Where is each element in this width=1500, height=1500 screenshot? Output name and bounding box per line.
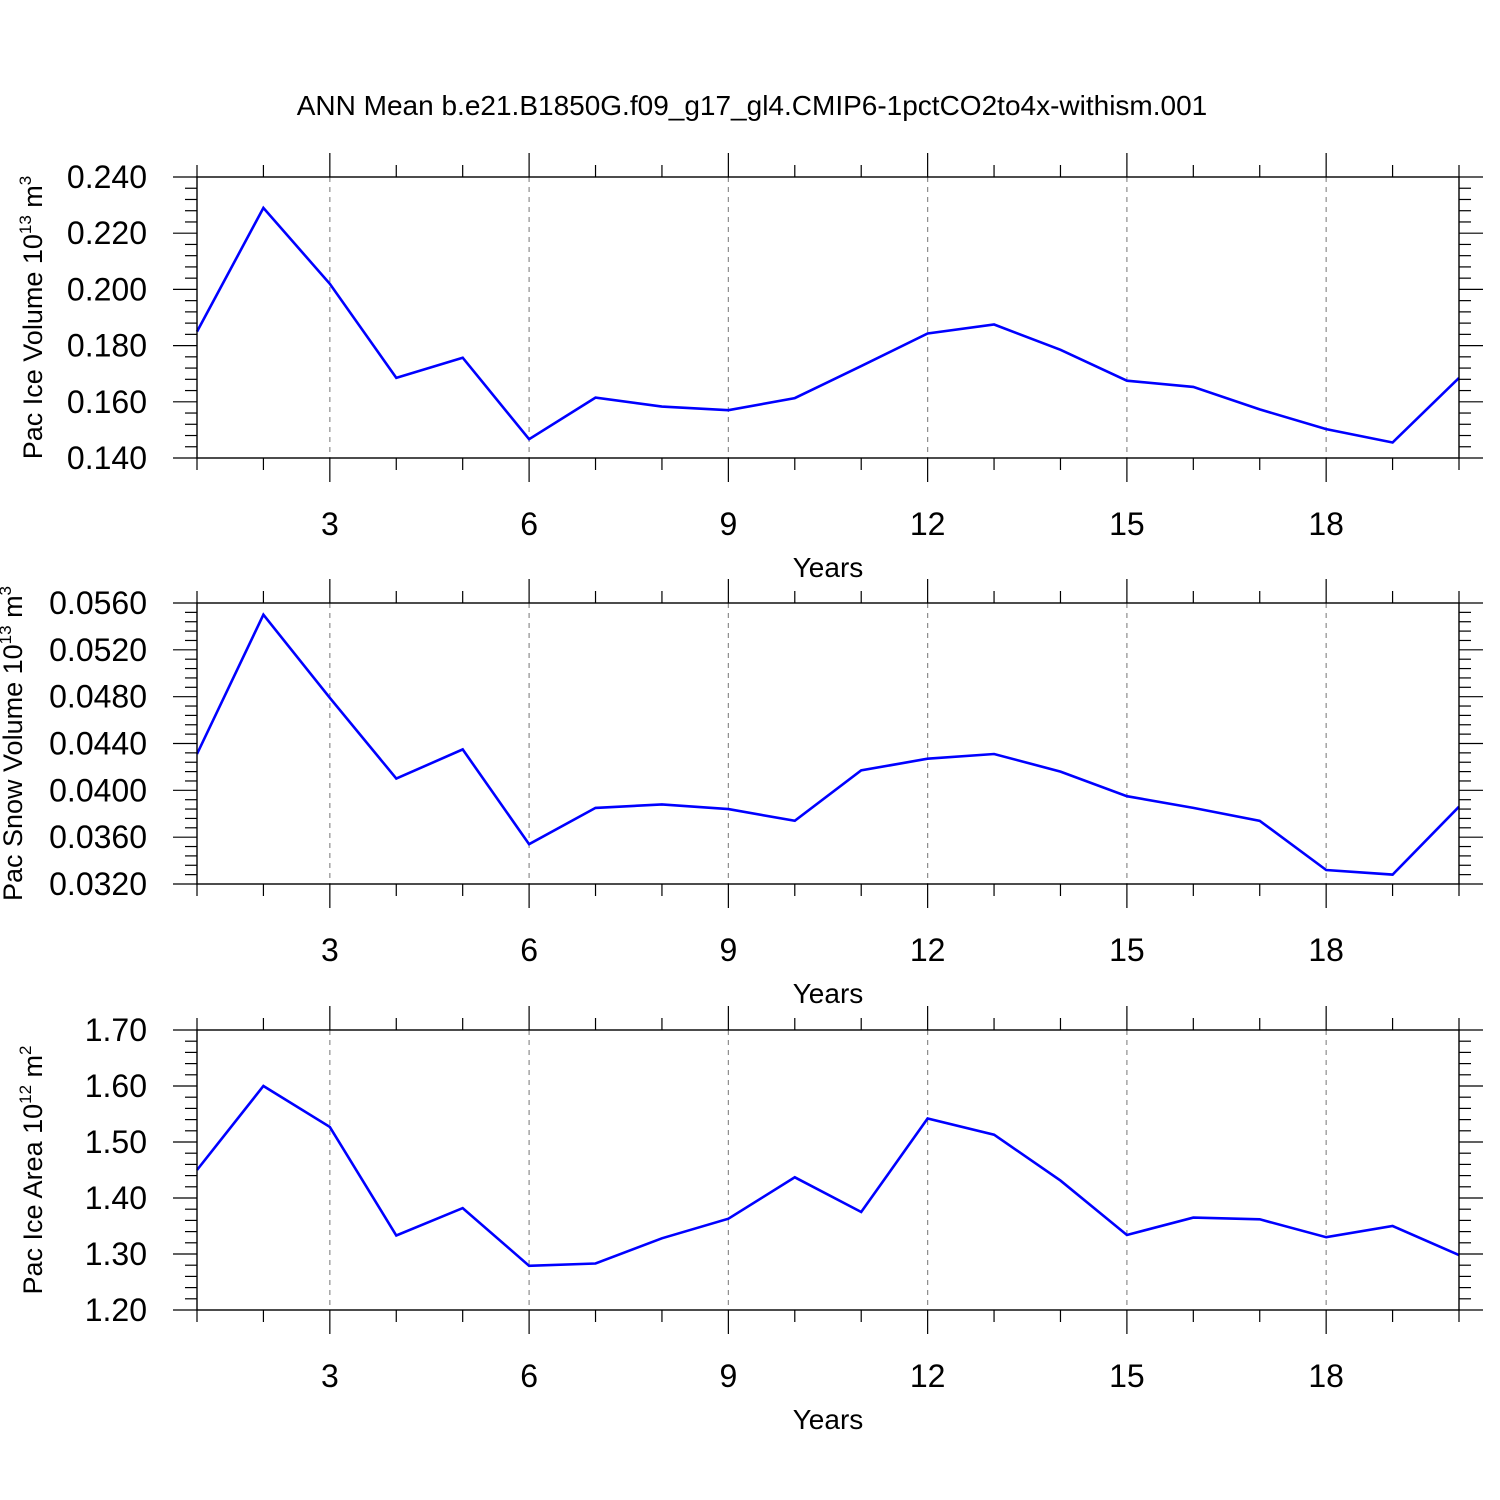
x-tick-label: 9 xyxy=(719,932,737,968)
y-axis-label-part: m xyxy=(0,595,28,625)
y-tick-label: 0.200 xyxy=(67,271,147,307)
y-axis-label-part: 13 xyxy=(0,625,15,644)
x-tick-label: 12 xyxy=(910,1358,946,1394)
y-tick-label: 0.0440 xyxy=(49,726,147,762)
series-line-pac-ice-volume xyxy=(195,205,1460,444)
series-line-pac-ice-area xyxy=(195,1084,1460,1268)
x-tick-label: 3 xyxy=(321,932,339,968)
chart-title: ANN Mean b.e21.B1850G.f09_g17_gl4.CMIP6-… xyxy=(297,90,1208,121)
y-axis-label-part: Pac Ice Volume 10 xyxy=(18,234,48,459)
y-tick-label: 1.20 xyxy=(85,1292,147,1328)
plot-frame xyxy=(196,602,1460,885)
y-tick-label: 0.0480 xyxy=(49,679,147,715)
panel-pac-ice-volume: 3 6 9 12 15 180.1400.1600.1800.2000.2200.240 … xyxy=(16,153,1483,583)
y-tick-label: 0.240 xyxy=(67,159,147,195)
y-tick-label: 1.50 xyxy=(85,1124,147,1160)
x-tick-label: 18 xyxy=(1308,932,1344,968)
x-tick-label: 15 xyxy=(1109,1358,1145,1394)
y-axis-label: Pac Ice Volume 1013 m3 xyxy=(16,176,48,460)
y-axis-label: Pac Snow Volume 1013 m3 xyxy=(0,586,28,901)
y-axis-label-part: Pac Ice Area 10 xyxy=(18,1104,48,1295)
y-tick-label: 0.180 xyxy=(67,328,147,364)
y-tick-label: 0.0320 xyxy=(49,866,147,902)
x-tick-label: 15 xyxy=(1109,932,1145,968)
y-tick-label: 0.0520 xyxy=(49,632,147,668)
x-tick-label: 6 xyxy=(520,1358,538,1394)
x-tick-label: 9 xyxy=(719,506,737,542)
y-tick-label: 0.0360 xyxy=(49,819,147,855)
x-tick-label: 12 xyxy=(910,506,946,542)
x-tick-label: 3 xyxy=(321,1358,339,1394)
plot-frame xyxy=(196,1029,1460,1311)
x-tick-label: 15 xyxy=(1109,506,1145,542)
x-tick-label: 12 xyxy=(910,932,946,968)
y-axis-label-part: 2 xyxy=(16,1045,35,1054)
y-axis-label-part: m xyxy=(18,1055,48,1085)
plot-frame xyxy=(196,176,1460,459)
x-axis-label: Years xyxy=(793,978,864,1009)
y-tick-label: 1.60 xyxy=(85,1068,147,1104)
y-tick-label: 0.0400 xyxy=(49,772,147,808)
x-axis-label: Years xyxy=(793,1404,864,1435)
y-tick-label: 0.220 xyxy=(67,215,147,251)
y-tick-label: 1.70 xyxy=(85,1012,147,1048)
series-line-pac-snow-volume xyxy=(195,612,1460,876)
y-axis-label: Pac Ice Area 1012 m2 xyxy=(16,1045,48,1294)
y-tick-label: 0.0560 xyxy=(49,585,147,621)
x-tick-label: 3 xyxy=(321,506,339,542)
panel-pac-snow-volume: 3 6 9 12 15 18 0.0320 0.0360 0.0400 0.0440 0.0480 0… xyxy=(0,579,1483,1009)
x-axis-label: Years xyxy=(793,552,864,583)
y-tick-label: 1.40 xyxy=(85,1180,147,1216)
x-tick-label: 9 xyxy=(719,1358,737,1394)
x-tick-label: 18 xyxy=(1308,506,1344,542)
y-axis-label-part: m xyxy=(18,185,48,215)
x-tick-label: 18 xyxy=(1308,1358,1344,1394)
y-tick-label: 0.140 xyxy=(67,440,147,476)
y-axis-label-part: 3 xyxy=(16,176,35,185)
y-axis-label-part: 13 xyxy=(16,215,35,234)
y-axis-label-part: 3 xyxy=(0,586,15,595)
y-tick-label: 0.160 xyxy=(67,384,147,420)
panel-pac-ice-area: 3 6 9 12 15 18 1.20 1.30 1.40 1.50 1.60 1.70 Pac Ic… xyxy=(16,1006,1483,1435)
x-tick-label: 6 xyxy=(520,932,538,968)
y-axis-label-part: Pac Snow Volume 10 xyxy=(0,644,28,901)
x-tick-label: 6 xyxy=(520,506,538,542)
y-axis-label-part: 12 xyxy=(16,1085,35,1104)
y-tick-label: 1.30 xyxy=(85,1236,147,1272)
